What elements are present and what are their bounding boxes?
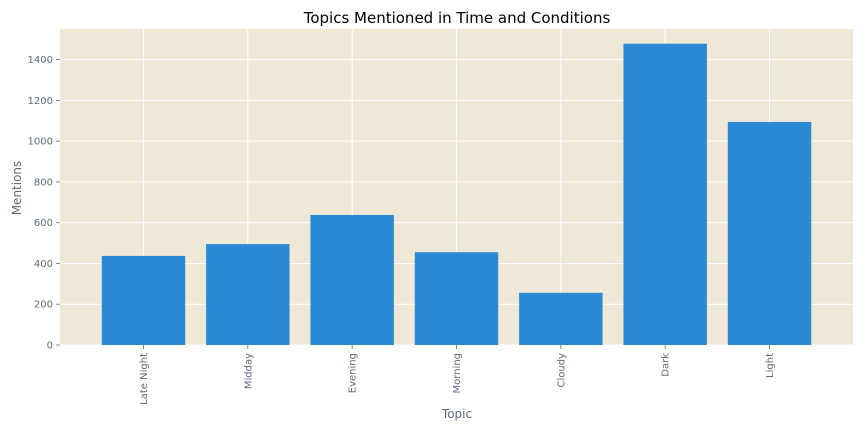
x-tick-label: Midday — [243, 353, 254, 389]
bar-late-night — [101, 255, 186, 345]
y-tick-label: 1400 — [28, 55, 53, 66]
bars — [101, 43, 812, 345]
bar-cloudy — [519, 292, 603, 345]
bar-light — [727, 121, 812, 345]
x-axis-ticks: Late Night Midday Evening Morning Cloudy Dark… — [139, 345, 776, 405]
y-axis-label: Mentions — [10, 161, 24, 216]
chart-title: Topics Mentioned in Time and Conditions — [303, 9, 611, 27]
y-tick-label: 800 — [34, 177, 53, 188]
y-tick-label: 400 — [34, 259, 53, 270]
x-tick-label: Cloudy — [556, 353, 567, 388]
bar-evening — [310, 214, 394, 345]
y-tick-label: 1000 — [28, 137, 53, 148]
x-tick-label: Dark — [661, 353, 672, 377]
y-axis-ticks: 0 200 400 600 800 1000 1200 1400 — [28, 55, 60, 352]
y-tick-label: 0 — [47, 341, 53, 352]
x-tick-label: Light — [765, 353, 776, 378]
y-tick-label: 600 — [34, 218, 53, 229]
bar-dark — [623, 43, 707, 345]
x-tick-label: Morning — [452, 353, 463, 393]
y-tick-label: 1200 — [28, 96, 53, 107]
x-axis-label: Topic — [441, 407, 472, 421]
bar-midday — [206, 244, 290, 345]
x-tick-label: Late Night — [139, 353, 150, 405]
y-tick-label: 200 — [34, 300, 53, 311]
bar-morning — [414, 252, 499, 345]
x-tick-label: Evening — [348, 353, 359, 393]
